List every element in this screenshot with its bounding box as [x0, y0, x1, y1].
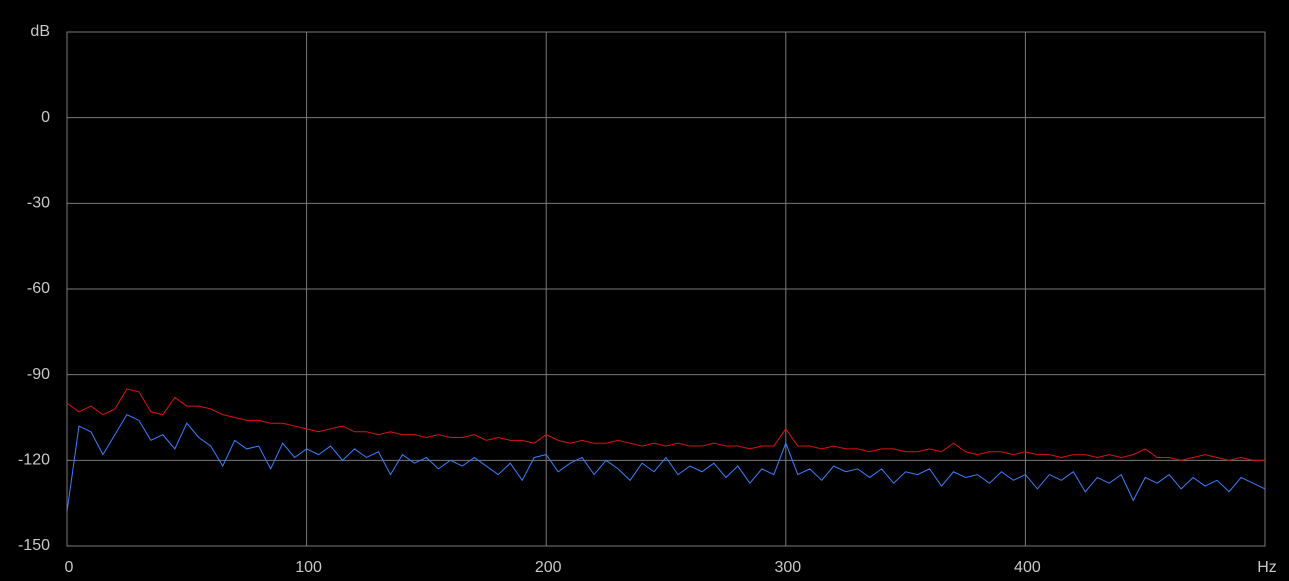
y-tick-label: -30	[27, 195, 50, 212]
x-tick-label: Hz	[1257, 559, 1277, 576]
y-tick-label: -90	[27, 366, 50, 383]
y-tick-label: dB	[30, 23, 50, 40]
y-tick-label: -60	[27, 280, 50, 297]
x-tick-label: 300	[774, 559, 801, 576]
series-line	[66, 413, 1266, 512]
x-tick-label: 100	[295, 559, 322, 576]
y-tick-label: -120	[18, 452, 50, 469]
x-tick-label: 0	[65, 559, 74, 576]
x-tick-label: 200	[535, 559, 562, 576]
series-line	[66, 388, 1265, 461]
x-tick-label: 400	[1014, 559, 1041, 576]
y-tick-label: -150	[18, 537, 50, 554]
y-tick-label: 0	[41, 109, 50, 126]
